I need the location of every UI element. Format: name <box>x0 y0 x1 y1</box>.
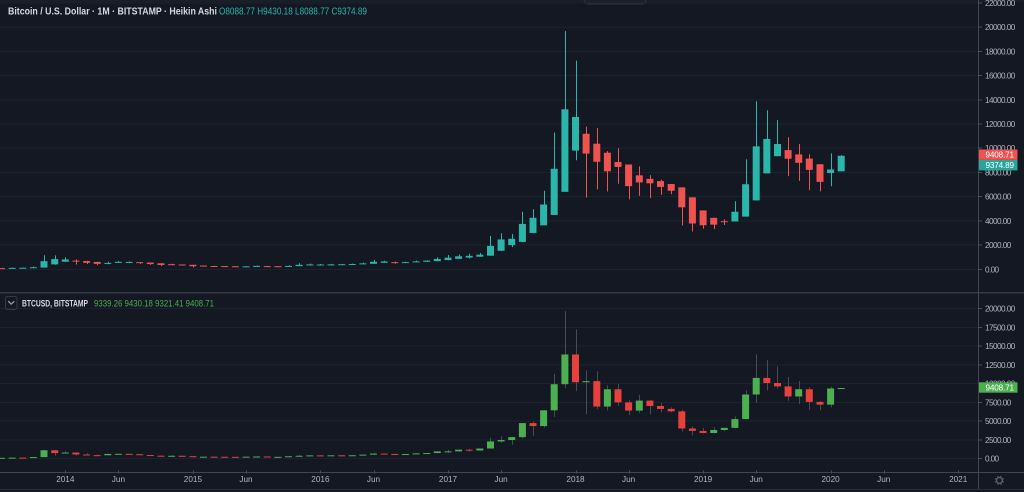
svg-text:2016: 2016 <box>311 475 330 484</box>
svg-text:17500.00: 17500.00 <box>985 323 1016 332</box>
svg-text:Jun: Jun <box>239 475 253 484</box>
svg-text:18000.00: 18000.00 <box>985 47 1016 56</box>
svg-text:O8088.77 H9430.18 L8088.77 C93: O8088.77 H9430.18 L8088.77 C9374.89 <box>219 7 367 18</box>
svg-text:Jun: Jun <box>367 475 381 484</box>
svg-text:12000.00: 12000.00 <box>985 120 1016 129</box>
svg-text:2019: 2019 <box>694 475 713 484</box>
svg-text:2000.00: 2000.00 <box>985 241 1012 250</box>
svg-text:9339.26 9430.18 9321.41 9408.7: 9339.26 9430.18 9321.41 9408.71 <box>94 298 214 309</box>
svg-text:4000.00: 4000.00 <box>985 217 1012 226</box>
svg-text:16000.00: 16000.00 <box>985 72 1016 81</box>
svg-text:2017: 2017 <box>439 475 458 484</box>
svg-text:20000.00: 20000.00 <box>985 305 1016 314</box>
svg-text:2500.00: 2500.00 <box>985 436 1012 445</box>
svg-text:BTCUSD, BITSTAMP: BTCUSD, BITSTAMP <box>22 298 88 309</box>
svg-text:Bitcoin / U.S. Dollar · 1M · B: Bitcoin / U.S. Dollar · 1M · BITSTAMP · … <box>8 6 217 18</box>
svg-text:7500.00: 7500.00 <box>985 398 1012 407</box>
svg-text:2021: 2021 <box>949 475 968 484</box>
svg-text:12500.00: 12500.00 <box>985 361 1016 370</box>
svg-text:2018: 2018 <box>566 475 585 484</box>
svg-text:22000.00: 22000.00 <box>985 0 1016 8</box>
svg-text:0.00: 0.00 <box>985 265 1000 274</box>
svg-text:Jun: Jun <box>494 475 508 484</box>
svg-text:0.00: 0.00 <box>985 455 1000 464</box>
svg-text:2014: 2014 <box>56 475 75 484</box>
svg-text:8000.00: 8000.00 <box>985 168 1012 177</box>
svg-text:10000.00: 10000.00 <box>985 144 1016 153</box>
svg-text:6000.00: 6000.00 <box>985 193 1012 202</box>
svg-text:Jun: Jun <box>750 475 764 484</box>
svg-text:20000.00: 20000.00 <box>985 23 1016 32</box>
svg-text:Jun: Jun <box>112 475 126 484</box>
svg-text:9408.71: 9408.71 <box>986 383 1015 392</box>
svg-text:2020: 2020 <box>821 475 840 484</box>
svg-text:9408.71: 9408.71 <box>986 151 1015 160</box>
svg-text:Jun: Jun <box>622 475 636 484</box>
svg-text:14000.00: 14000.00 <box>985 96 1016 105</box>
svg-text:Jun: Jun <box>877 475 891 484</box>
svg-text:15000.00: 15000.00 <box>985 342 1016 351</box>
svg-text:9374.89: 9374.89 <box>986 161 1015 170</box>
svg-text:5000.00: 5000.00 <box>985 417 1012 426</box>
svg-text:2015: 2015 <box>184 475 203 484</box>
